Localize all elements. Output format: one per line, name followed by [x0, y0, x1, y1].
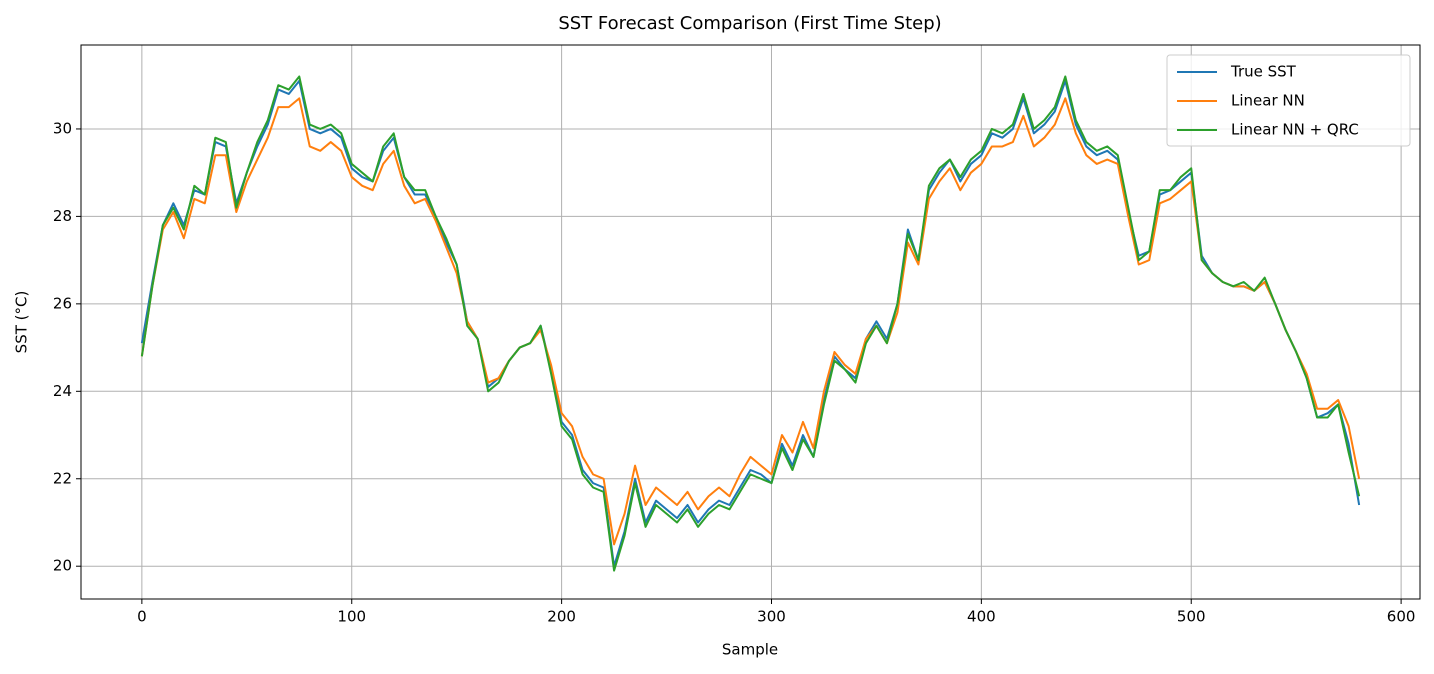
x-tick-label: 600	[1387, 608, 1416, 626]
legend-label: Linear NN	[1231, 92, 1305, 110]
x-tick-label: 100	[337, 608, 366, 626]
chart-title: SST Forecast Comparison (First Time Step…	[558, 13, 941, 34]
x-tick-label: 500	[1177, 608, 1206, 626]
x-tick-label: 0	[137, 608, 147, 626]
x-tick-label: 200	[547, 608, 576, 626]
y-axis-label: SST (°C)	[13, 291, 31, 354]
y-tick-label: 30	[53, 119, 72, 137]
x-axis-label: Sample	[722, 641, 778, 659]
y-tick-label: 26	[53, 294, 72, 312]
legend-box	[1166, 54, 1411, 147]
x-tick-label: 300	[757, 608, 786, 626]
plot-frame	[80, 44, 1421, 600]
series-line	[140, 79, 1361, 568]
legend-label: True SST	[1230, 63, 1297, 81]
y-tick-label: 28	[53, 207, 72, 225]
legend-label: Linear NN + QRC	[1231, 121, 1359, 139]
x-tick-label: 400	[967, 608, 996, 626]
series-line	[140, 97, 1361, 546]
y-tick-label: 24	[53, 382, 72, 400]
series-line	[140, 75, 1361, 572]
y-tick-label: 22	[53, 469, 72, 487]
y-tick-label: 20	[53, 557, 72, 575]
